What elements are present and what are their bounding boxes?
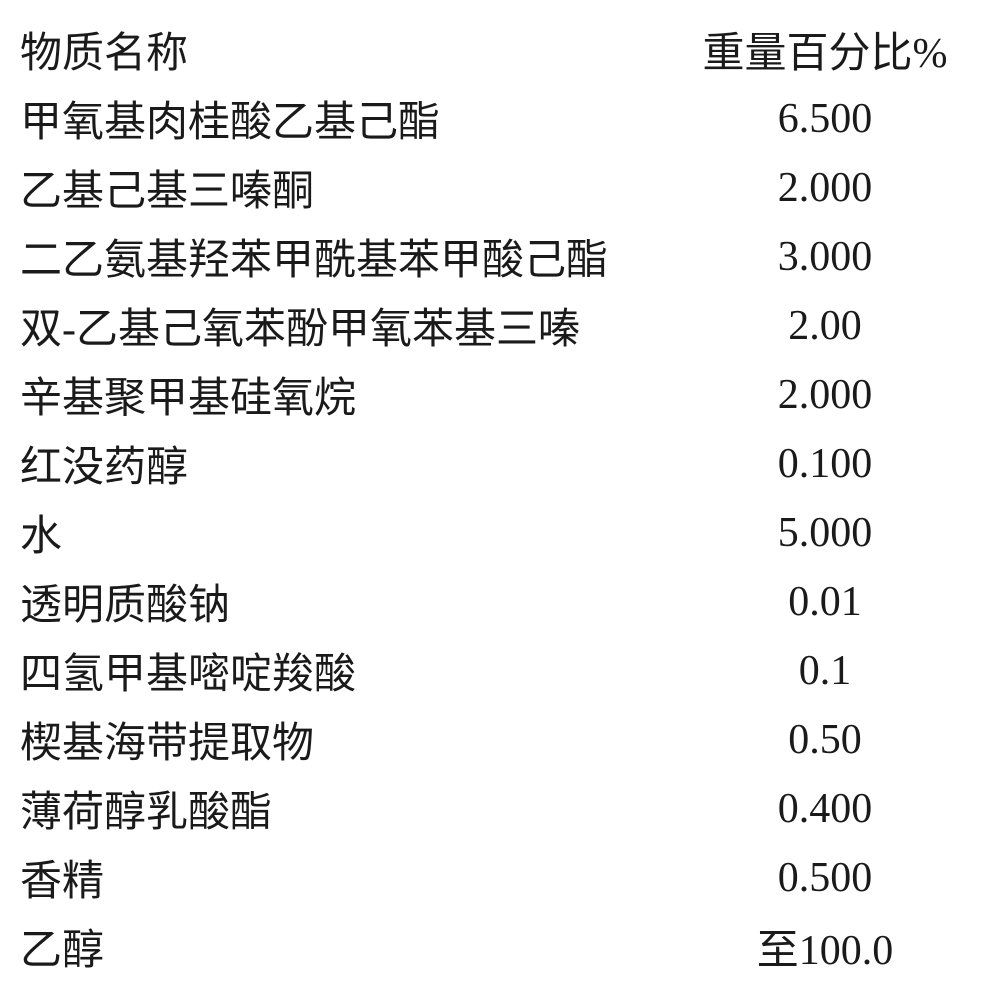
table-row: 红没药醇0.100 (20, 429, 975, 498)
substance-name: 四氢甲基嘧啶羧酸 (20, 636, 675, 705)
substance-name: 辛基聚甲基硅氧烷 (20, 360, 675, 429)
table-row: 甲氧基肉桂酸乙基己酯6.500 (20, 84, 975, 153)
substance-percent: 0.50 (675, 705, 975, 774)
substance-name: 水 (20, 498, 675, 567)
table-row: 透明质酸钠0.01 (20, 567, 975, 636)
substance-percent: 至100.0 (675, 912, 975, 981)
table-row: 二乙氨基羟苯甲酰基苯甲酸己酯3.000 (20, 222, 975, 291)
substance-name: 甲氧基肉桂酸乙基己酯 (20, 84, 675, 153)
substance-name: 红没药醇 (20, 429, 675, 498)
table-row: 辛基聚甲基硅氧烷2.000 (20, 360, 975, 429)
substance-name: 透明质酸钠 (20, 567, 675, 636)
substance-percent: 0.1 (675, 636, 975, 705)
substance-percent: 2.00 (675, 291, 975, 360)
substance-name: 二乙氨基羟苯甲酰基苯甲酸己酯 (20, 222, 675, 291)
substance-percent: 0.01 (675, 567, 975, 636)
table-row: 双-乙基己氧苯酚甲氧苯基三嗪2.00 (20, 291, 975, 360)
table-row: 水5.000 (20, 498, 975, 567)
table-row: 薄荷醇乳酸酯0.400 (20, 774, 975, 843)
substance-percent: 0.500 (675, 843, 975, 912)
table-row: 乙醇至100.0 (20, 912, 975, 981)
substance-percent: 5.000 (675, 498, 975, 567)
table-row: 香精0.500 (20, 843, 975, 912)
header-name: 物质名称 (20, 15, 675, 84)
table-row: 乙基己基三嗪酮2.000 (20, 153, 975, 222)
substance-percent: 3.000 (675, 222, 975, 291)
table-header-row: 物质名称 重量百分比% (20, 15, 975, 84)
substance-name: 乙基己基三嗪酮 (20, 153, 675, 222)
substance-percent: 6.500 (675, 84, 975, 153)
substance-percent: 2.000 (675, 360, 975, 429)
substance-name: 香精 (20, 843, 675, 912)
substance-percent: 0.400 (675, 774, 975, 843)
composition-table: 物质名称 重量百分比% 甲氧基肉桂酸乙基己酯6.500乙基己基三嗪酮2.000二… (20, 15, 975, 981)
substance-name: 乙醇 (20, 912, 675, 981)
substance-name: 双-乙基己氧苯酚甲氧苯基三嗪 (20, 291, 675, 360)
substance-percent: 2.000 (675, 153, 975, 222)
table-row: 楔基海带提取物0.50 (20, 705, 975, 774)
substance-name: 薄荷醇乳酸酯 (20, 774, 675, 843)
table-row: 四氢甲基嘧啶羧酸0.1 (20, 636, 975, 705)
header-value: 重量百分比% (675, 15, 975, 84)
substance-percent: 0.100 (675, 429, 975, 498)
substance-name: 楔基海带提取物 (20, 705, 675, 774)
